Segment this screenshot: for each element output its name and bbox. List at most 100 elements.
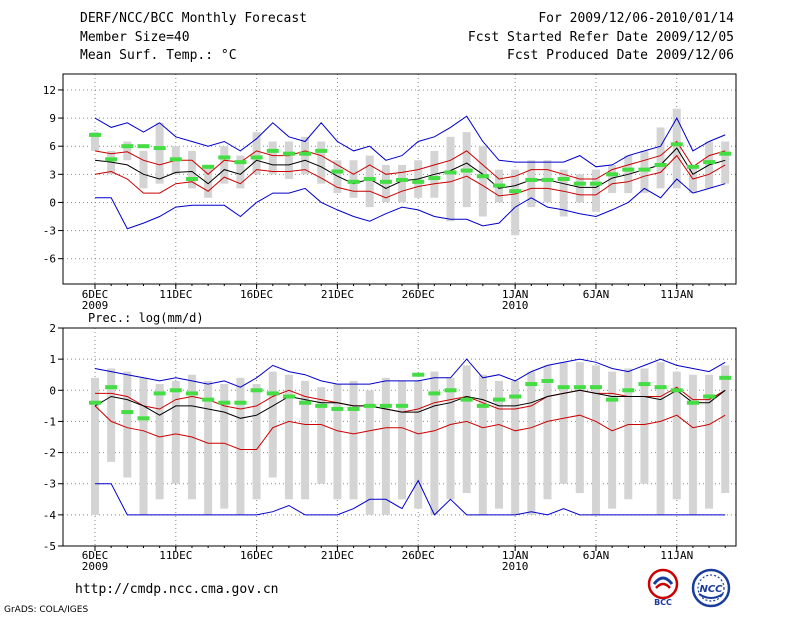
ensemble-marker [606,172,619,177]
forecast-period: For 2009/12/06-2010/01/14 [538,11,734,26]
ncc-logo-text: NCC [699,584,723,595]
ensemble-box [608,164,617,194]
ensemble-marker [638,167,651,172]
ensemble-marker [218,155,231,160]
ensemble-marker [218,400,231,405]
ensemble-box [284,141,293,179]
ensemble-box [640,150,649,194]
x-tick-label: 1JAN [502,549,529,562]
ensemble-marker [379,403,392,408]
ensemble-box [317,387,326,484]
ensemble-box [139,150,148,189]
ensemble-marker [121,144,134,149]
ensemble-box [171,380,180,484]
ensemble-marker [185,177,198,181]
x-tick-label: 16DEC [240,288,273,301]
ensemble-box [446,136,455,222]
ensemble-marker [444,170,457,175]
ensemble-marker [719,375,732,380]
ensemble-marker [428,391,441,396]
x-tick-year-label: 2009 [82,299,109,312]
header-right: For 2009/12/06-2010/01/14 Fcst Started R… [468,10,734,66]
x-tick-year-label: 2009 [82,560,109,573]
ensemble-marker [234,400,247,405]
footer-url[interactable]: http://cmdp.ncc.cma.gov.cn [75,582,279,597]
ensemble-box [252,132,261,175]
ensemble-marker [573,181,586,186]
ensemble-box [705,374,714,509]
ensemble-box [543,365,552,500]
ensemble-box [268,141,277,175]
member-size: Member Size=40 [80,29,190,45]
ensemble-box [123,371,132,478]
ensemble-box [139,377,148,515]
ensemble-box [333,384,342,500]
series-p_high-line [95,386,726,413]
ensemble-marker [719,151,732,156]
ensemble-marker [493,183,505,188]
ensemble-marker [202,164,215,169]
x-tick-label: 26DEC [402,288,435,301]
ensemble-marker [137,416,150,421]
ensemble-marker [622,167,635,172]
ensemble-box [236,155,245,189]
y-tick-label: 3 [49,168,56,181]
ensemble-marker [379,179,392,184]
series-p_high-line [94,140,726,180]
x-tick-year-label: 2010 [502,299,529,312]
ensemble-marker [444,388,457,393]
x-tick-label: 11JAN [660,549,693,562]
ensemble-marker [347,406,360,411]
x-tick-label: 11DEC [159,549,192,562]
ensemble-marker [153,146,166,151]
ensemble-marker [557,385,570,390]
x-tick-label: 21DEC [321,549,354,562]
panel-frame [62,327,737,547]
panel-ylabel: Prec.: log(mm/d) [88,311,204,325]
ensemble-marker [476,174,489,179]
ensemble-box [204,380,213,515]
ensemble-marker [89,132,101,137]
forecast-produced-date: Fcst Produced Date 2009/12/06 [507,48,734,63]
ensemble-box [220,146,229,184]
y-tick-label: -5 [43,540,56,553]
y-tick-label: -6 [43,253,56,266]
ensemble-marker [105,385,118,390]
ensemble-marker [250,155,263,160]
ensemble-box [656,127,665,189]
ensemble-marker [396,177,409,182]
ensemble-marker [589,385,602,390]
ensemble-marker [460,397,473,402]
ensemble-box [721,141,730,184]
ensemble-marker [315,403,328,408]
ensemble-marker [202,397,215,402]
series-min-line [95,479,726,516]
ensemble-marker [234,160,247,165]
panel-frame [62,73,737,285]
x-tick-label: 6DEC [82,549,109,562]
ensemble-box [187,150,196,189]
ensemble-marker [638,382,651,387]
grads-credit: GrADS: COLA/IGES [4,605,89,615]
ensemble-marker [105,157,118,162]
ensemble-box [252,384,261,500]
ensemble-marker [121,410,134,415]
y-tick-label: -4 [43,509,57,522]
ensemble-marker [266,148,279,153]
ensemble-box [591,365,600,515]
ensemble-box [365,155,374,208]
ensemble-box [511,169,520,236]
ensemble-marker [282,394,295,399]
ensemble-box [656,362,665,515]
ensemble-marker [412,372,425,377]
forecast-started-date: Fcst Started Refer Date 2009/12/05 [467,29,734,45]
x-tick-label: 6JAN [583,288,610,301]
series-mean-line [94,389,726,419]
ensemble-box [268,371,277,478]
ensemble-marker [509,189,522,194]
ensemble-box [220,384,229,509]
ensemble-marker [703,160,716,165]
ensemble-marker [525,177,538,182]
ensemble-box [559,169,568,217]
